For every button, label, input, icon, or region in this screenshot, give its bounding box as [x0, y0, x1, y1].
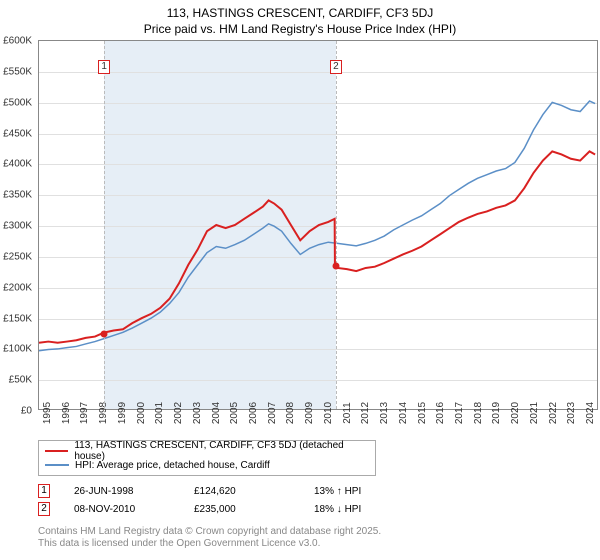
sale-date: 26-JUN-1998 — [74, 486, 194, 497]
footer-attribution: Contains HM Land Registry data © Crown c… — [38, 526, 600, 550]
sale-delta: 13% ↑ HPI — [314, 486, 434, 497]
sale-row: 1 26-JUN-1998£124,62013% ↑ HPI — [38, 482, 600, 500]
sale-delta: 18% ↓ HPI — [314, 504, 434, 515]
y-axis-label: £100K — [3, 344, 32, 355]
sale-row: 2 08-NOV-2010£235,00018% ↓ HPI — [38, 500, 600, 518]
y-axis-label: £600K — [3, 36, 32, 47]
footer-line: Contains HM Land Registry data © Crown c… — [38, 526, 600, 538]
series-svg — [39, 41, 597, 409]
footer-line: This data is licensed under the Open Gov… — [38, 538, 600, 550]
sales-table: 1 26-JUN-1998£124,62013% ↑ HPI 2 08-NOV-201… — [38, 482, 600, 518]
chart-subtitle: Price paid vs. HM Land Registry's House … — [0, 20, 600, 40]
sale-marker: 1 — [98, 60, 110, 74]
y-axis-label: £450K — [3, 128, 32, 139]
legend-swatch — [45, 464, 69, 466]
sale-dot — [332, 263, 339, 270]
y-axis-label: £150K — [3, 313, 32, 324]
y-axis-label: £350K — [3, 190, 32, 201]
y-axis-label: £200K — [3, 282, 32, 293]
sale-date: 08-NOV-2010 — [74, 504, 194, 515]
series-line — [39, 151, 595, 342]
sale-number-box: 1 — [38, 484, 50, 498]
chart-plot-area: £0£50K£100K£150K£200K£250K£300K£350K£400… — [38, 40, 598, 410]
y-axis-label: £50K — [9, 375, 32, 386]
marker-line — [336, 41, 337, 409]
legend-item: 113, HASTINGS CRESCENT, CARDIFF, CF3 5DJ… — [45, 444, 369, 458]
sale-price: £235,000 — [194, 504, 314, 515]
sale-number-box: 2 — [38, 502, 50, 516]
y-axis-label: £0 — [21, 406, 32, 417]
legend-box: 113, HASTINGS CRESCENT, CARDIFF, CF3 5DJ… — [38, 440, 376, 476]
chart-title: 113, HASTINGS CRESCENT, CARDIFF, CF3 5DJ — [0, 0, 600, 20]
y-axis-label: £550K — [3, 66, 32, 77]
sale-marker: 2 — [330, 60, 342, 74]
legend-swatch — [45, 450, 68, 452]
y-axis-label: £400K — [3, 159, 32, 170]
y-axis-label: £250K — [3, 251, 32, 262]
sale-dot — [101, 331, 108, 338]
y-axis-label: £500K — [3, 97, 32, 108]
legend-label: HPI: Average price, detached house, Card… — [75, 460, 270, 471]
sale-price: £124,620 — [194, 486, 314, 497]
marker-line — [104, 41, 105, 409]
y-axis-label: £300K — [3, 221, 32, 232]
